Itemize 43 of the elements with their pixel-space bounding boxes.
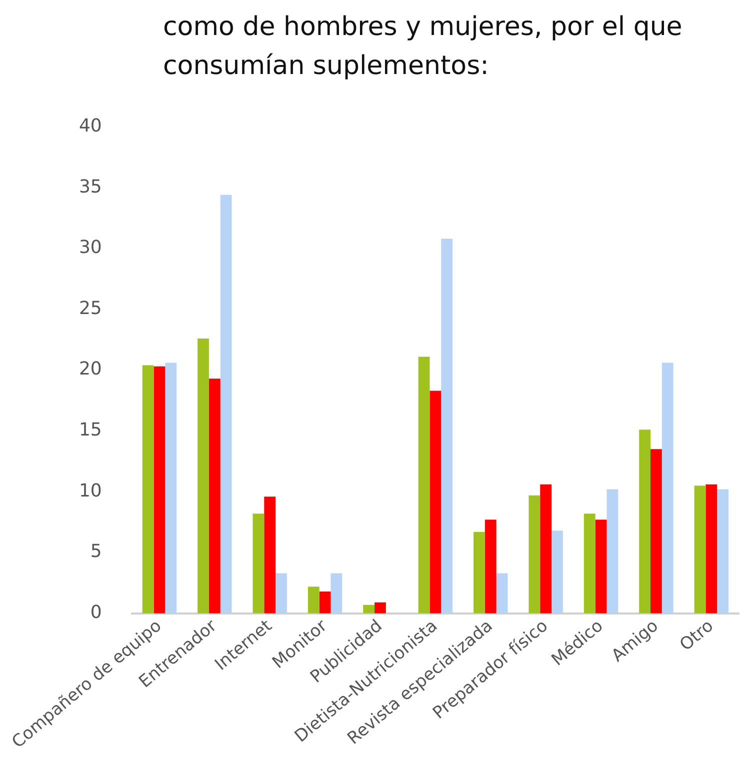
bar (528, 495, 540, 614)
bar (220, 194, 232, 614)
y-tick-label: 0 (90, 602, 102, 624)
bar (374, 602, 386, 614)
bar (639, 430, 651, 614)
chart-title: como de hombres y mujeres, por el que consumían suplementos: (163, 11, 684, 83)
bar (252, 514, 264, 614)
bar (430, 390, 442, 614)
bar (208, 378, 220, 614)
bar (540, 484, 552, 614)
bar (717, 489, 729, 614)
bar (165, 362, 177, 614)
bar (606, 489, 618, 614)
bar (441, 238, 453, 614)
y-tick-label: 25 (78, 298, 102, 319)
bar (363, 604, 375, 614)
bar (330, 573, 342, 614)
bar (484, 520, 496, 614)
bar (662, 362, 674, 614)
bar (584, 514, 596, 614)
bar (706, 484, 718, 614)
bar (595, 520, 607, 614)
bar (650, 449, 662, 614)
y-tick-label: 15 (78, 420, 102, 441)
y-tick-label: 40 (78, 115, 102, 136)
bar (142, 365, 154, 614)
bar (319, 591, 331, 614)
y-tick-label: 35 (78, 176, 102, 198)
bar (552, 530, 563, 614)
x-tick-label: Otro (676, 616, 718, 656)
bar (276, 573, 287, 614)
bar (496, 573, 508, 614)
bar (198, 338, 209, 614)
bar (154, 366, 166, 614)
bar (694, 486, 706, 614)
y-tick-label: 5 (90, 541, 102, 562)
bar (474, 532, 485, 614)
bar (308, 586, 320, 614)
bar (418, 356, 430, 614)
bar (264, 496, 276, 614)
y-tick-label: 10 (78, 480, 102, 502)
y-tick-label: 30 (78, 237, 102, 258)
y-tick-label: 20 (78, 358, 102, 380)
